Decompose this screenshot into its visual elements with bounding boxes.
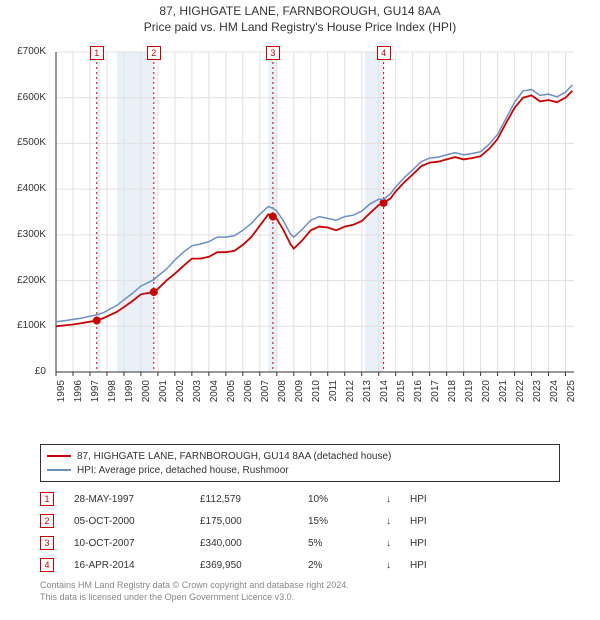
title-subtitle: Price paid vs. HM Land Registry's House … (0, 20, 600, 34)
x-axis-label: 1995 (56, 380, 67, 408)
x-axis-label: 2007 (260, 380, 271, 408)
event-marker-box: 1 (40, 492, 54, 506)
x-axis-label: 2014 (379, 380, 390, 408)
x-axis-label: 2013 (362, 380, 373, 408)
event-vs-hpi: HPI (410, 538, 560, 549)
x-axis-label: 2023 (532, 380, 543, 408)
event-date: 16-APR-2014 (62, 560, 192, 571)
y-axis-label: £100K (0, 320, 46, 331)
down-arrow-icon: ↓ (386, 538, 402, 549)
title-address: 87, HIGHGATE LANE, FARNBOROUGH, GU14 8AA (0, 4, 600, 18)
x-axis-label: 1996 (73, 380, 84, 408)
event-diff: 10% (308, 494, 378, 505)
x-axis-label: 2018 (447, 380, 458, 408)
x-axis-label: 1997 (90, 380, 101, 408)
y-axis-label: £200K (0, 275, 46, 286)
y-axis-label: £500K (0, 137, 46, 148)
x-axis-label: 2004 (209, 380, 220, 408)
event-row: 2 05-OCT-2000 £175,000 15% ↓ HPI (40, 510, 560, 532)
legend-label: HPI: Average price, detached house, Rush… (77, 465, 289, 476)
x-axis-label: 2012 (345, 380, 356, 408)
event-date: 10-OCT-2007 (62, 538, 192, 549)
event-row: 3 10-OCT-2007 £340,000 5% ↓ HPI (40, 532, 560, 554)
event-price: £112,579 (200, 494, 300, 505)
chart-svg (0, 40, 600, 420)
event-price: £369,950 (200, 560, 300, 571)
legend-row: HPI: Average price, detached house, Rush… (47, 463, 553, 477)
x-axis-label: 2008 (277, 380, 288, 408)
page-container: 87, HIGHGATE LANE, FARNBOROUGH, GU14 8AA… (0, 0, 600, 620)
legend-swatch (47, 469, 71, 471)
x-axis-label: 2009 (294, 380, 305, 408)
legend-label: 87, HIGHGATE LANE, FARNBOROUGH, GU14 8AA… (77, 451, 391, 462)
x-axis-label: 2025 (566, 380, 577, 408)
x-axis-label: 2016 (413, 380, 424, 408)
event-marker-box: 2 (40, 514, 54, 528)
y-axis-label: £400K (0, 183, 46, 194)
x-axis-label: 2024 (549, 380, 560, 408)
x-axis-label: 2002 (175, 380, 186, 408)
y-axis-label: £600K (0, 92, 46, 103)
x-axis-label: 2001 (158, 380, 169, 408)
event-diff: 2% (308, 560, 378, 571)
x-axis-label: 2006 (243, 380, 254, 408)
x-axis-label: 2020 (481, 380, 492, 408)
event-row: 4 16-APR-2014 £369,950 2% ↓ HPI (40, 554, 560, 576)
y-axis-label: £300K (0, 229, 46, 240)
x-axis-label: 2000 (141, 380, 152, 408)
event-date: 05-OCT-2000 (62, 516, 192, 527)
event-marker-3: 3 (266, 46, 280, 60)
x-axis-label: 2005 (226, 380, 237, 408)
event-date: 28-MAY-1997 (62, 494, 192, 505)
event-marker-2: 2 (147, 46, 161, 60)
x-axis-label: 2021 (498, 380, 509, 408)
x-axis-label: 2010 (311, 380, 322, 408)
y-axis-label: £700K (0, 46, 46, 57)
x-axis-label: 2015 (396, 380, 407, 408)
footer-line2: This data is licensed under the Open Gov… (40, 592, 560, 604)
event-vs-hpi: HPI (410, 516, 560, 527)
x-axis-label: 2019 (464, 380, 475, 408)
x-axis-label: 2022 (515, 380, 526, 408)
event-diff: 15% (308, 516, 378, 527)
down-arrow-icon: ↓ (386, 516, 402, 527)
event-vs-hpi: HPI (410, 494, 560, 505)
event-price: £175,000 (200, 516, 300, 527)
event-diff: 5% (308, 538, 378, 549)
event-price: £340,000 (200, 538, 300, 549)
down-arrow-icon: ↓ (386, 560, 402, 571)
footer-line1: Contains HM Land Registry data © Crown c… (40, 580, 560, 592)
x-axis-label: 1999 (124, 380, 135, 408)
legend-row: 87, HIGHGATE LANE, FARNBOROUGH, GU14 8AA… (47, 449, 553, 463)
legend: 87, HIGHGATE LANE, FARNBOROUGH, GU14 8AA… (40, 444, 560, 482)
event-row: 1 28-MAY-1997 £112,579 10% ↓ HPI (40, 488, 560, 510)
x-axis-label: 1998 (107, 380, 118, 408)
event-marker-1: 1 (90, 46, 104, 60)
footer: Contains HM Land Registry data © Crown c… (40, 580, 560, 603)
event-vs-hpi: HPI (410, 560, 560, 571)
x-axis-label: 2017 (430, 380, 441, 408)
event-table: 1 28-MAY-1997 £112,579 10% ↓ HPI 2 05-OCT-2000 £… (40, 488, 560, 576)
legend-swatch (47, 455, 71, 457)
event-marker-box: 4 (40, 558, 54, 572)
chart: £0 £100K £200K £300K £400K £500K £600K £700K 199… (0, 40, 600, 420)
x-axis-label: 2003 (192, 380, 203, 408)
title-block: 87, HIGHGATE LANE, FARNBOROUGH, GU14 8AA… (0, 0, 600, 34)
down-arrow-icon: ↓ (386, 494, 402, 505)
x-axis-label: 2011 (328, 380, 339, 408)
y-axis-label: £0 (0, 366, 46, 377)
event-marker-4: 4 (377, 46, 391, 60)
event-marker-box: 3 (40, 536, 54, 550)
